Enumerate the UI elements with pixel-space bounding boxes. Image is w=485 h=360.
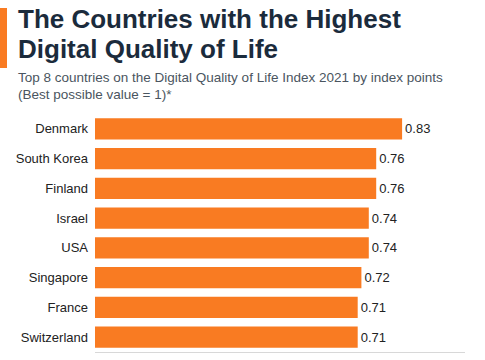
svg-text:South Korea: South Korea (16, 151, 89, 166)
svg-text:Singapore: Singapore (29, 270, 88, 285)
html-text:Top 8 countries on the Digital: Top 8 countries on the Digital Quality o… (18, 70, 443, 102)
svg-text:0.72: 0.72 (364, 270, 389, 285)
svg-text:Finland: Finland (45, 181, 88, 196)
svg-text:0.71: 0.71 (361, 300, 386, 315)
svg-text:0.83: 0.83 (405, 121, 430, 136)
svg-text:Israel: Israel (56, 211, 88, 226)
svg-text:France: France (48, 300, 88, 315)
svg-text:0.74: 0.74 (372, 211, 397, 226)
svg-text:USA: USA (61, 240, 88, 255)
svg-text:0.74: 0.74 (372, 240, 397, 255)
svg-text:0.76: 0.76 (379, 181, 404, 196)
svg-text:0.76: 0.76 (379, 151, 404, 166)
svg-text:Denmark: Denmark (35, 121, 88, 136)
html-text:The Countries with the Highest: The Countries with the Highest Digital Q… (18, 4, 401, 64)
svg-text:Switzerland: Switzerland (21, 330, 88, 345)
svg-text:0.71: 0.71 (361, 330, 386, 345)
